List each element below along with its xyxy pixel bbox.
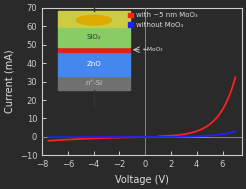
Legend: with ~5 nm MoO₃, without MoO₃: with ~5 nm MoO₃, without MoO₃ (125, 10, 200, 31)
Y-axis label: Current (mA): Current (mA) (4, 50, 14, 113)
X-axis label: Voltage (V): Voltage (V) (115, 175, 169, 185)
